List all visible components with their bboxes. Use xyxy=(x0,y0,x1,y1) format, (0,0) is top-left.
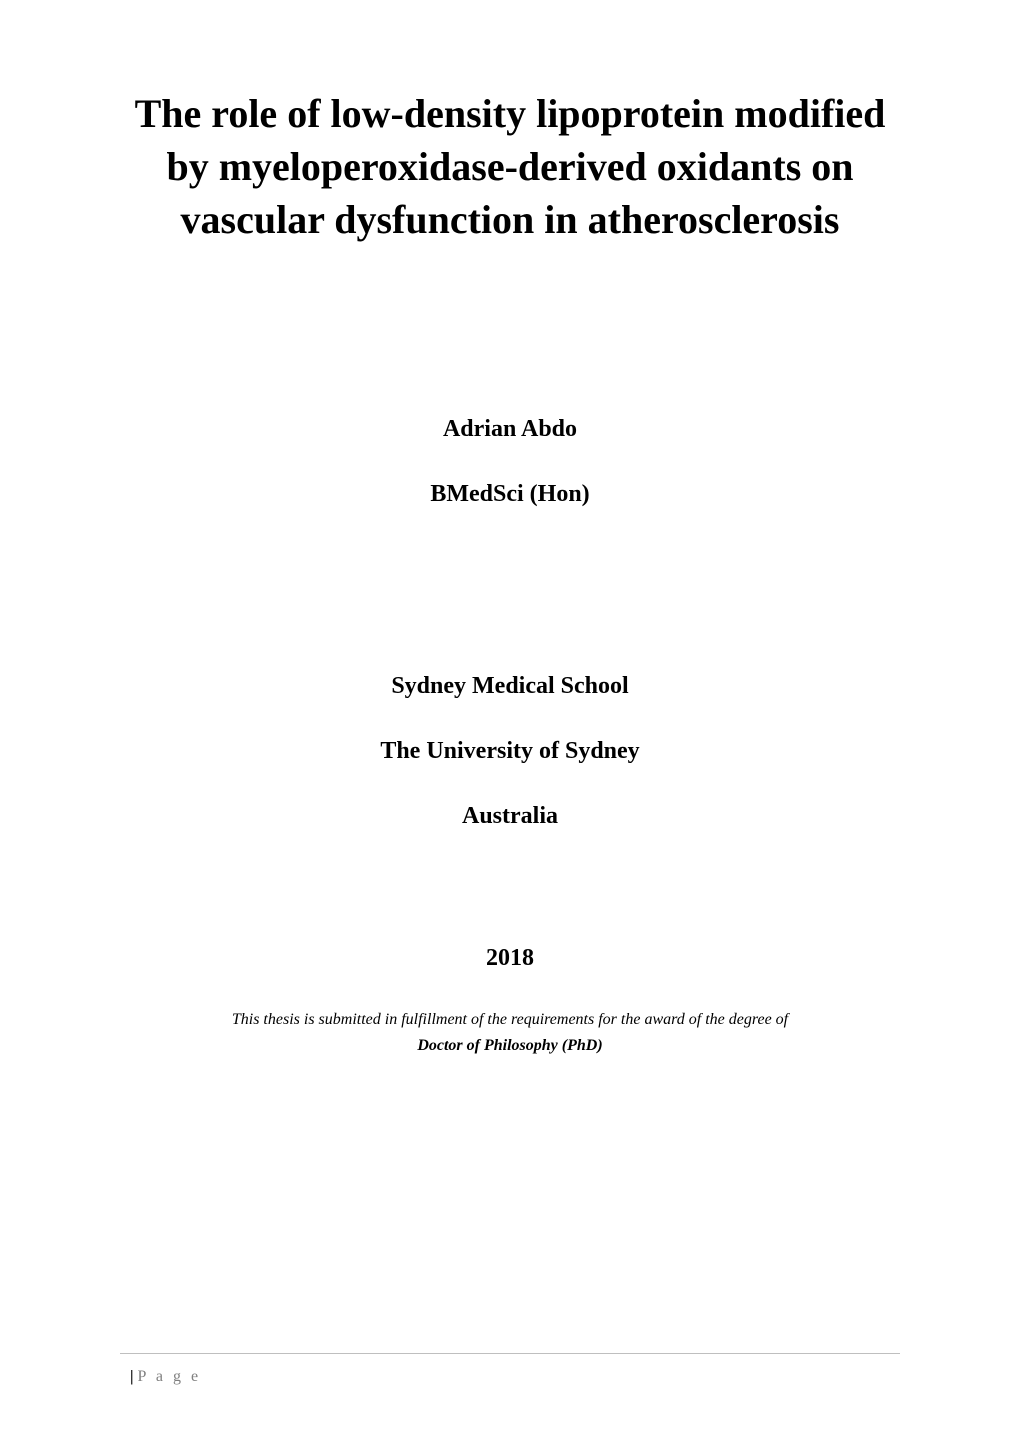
school-name: Sydney Medical School xyxy=(120,673,900,700)
author-degree: BMedSci (Hon) xyxy=(120,481,900,508)
university-name: The University of Sydney xyxy=(120,738,900,765)
footer-pipe: | xyxy=(130,1368,134,1385)
footer-page-label: P a g e xyxy=(138,1368,202,1385)
submission-note-line1: This thesis is submitted in fulfillment … xyxy=(232,1011,788,1028)
submission-note-line2: Doctor of Philosophy (PhD) xyxy=(417,1037,602,1054)
thesis-year: 2018 xyxy=(120,945,900,972)
author-name: Adrian Abdo xyxy=(120,416,900,443)
country-name: Australia xyxy=(120,803,900,830)
thesis-title: The role of low-density lipoprotein modi… xyxy=(120,88,900,246)
footer-rule xyxy=(120,1353,900,1354)
submission-note: This thesis is submitted in fulfillment … xyxy=(120,1007,900,1058)
page-footer: | P a g e xyxy=(130,1368,201,1386)
